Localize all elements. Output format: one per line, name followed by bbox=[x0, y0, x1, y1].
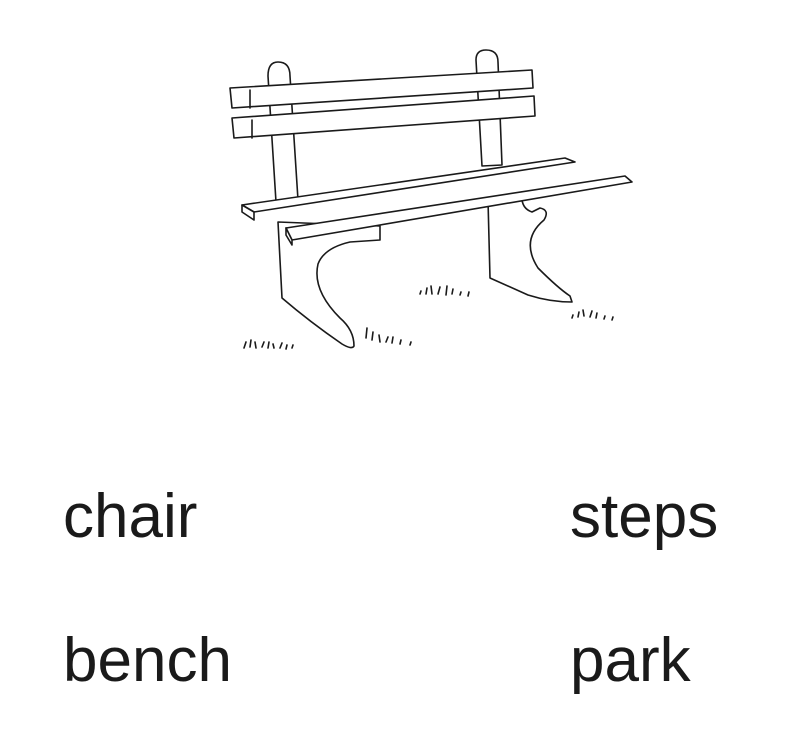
word-bench: bench bbox=[63, 626, 232, 695]
word-chair: chair bbox=[63, 482, 198, 551]
word-park: park bbox=[570, 626, 691, 695]
park-bench-icon bbox=[229, 49, 633, 350]
word-steps: steps bbox=[570, 482, 719, 551]
park-bench-illustration bbox=[220, 40, 650, 370]
